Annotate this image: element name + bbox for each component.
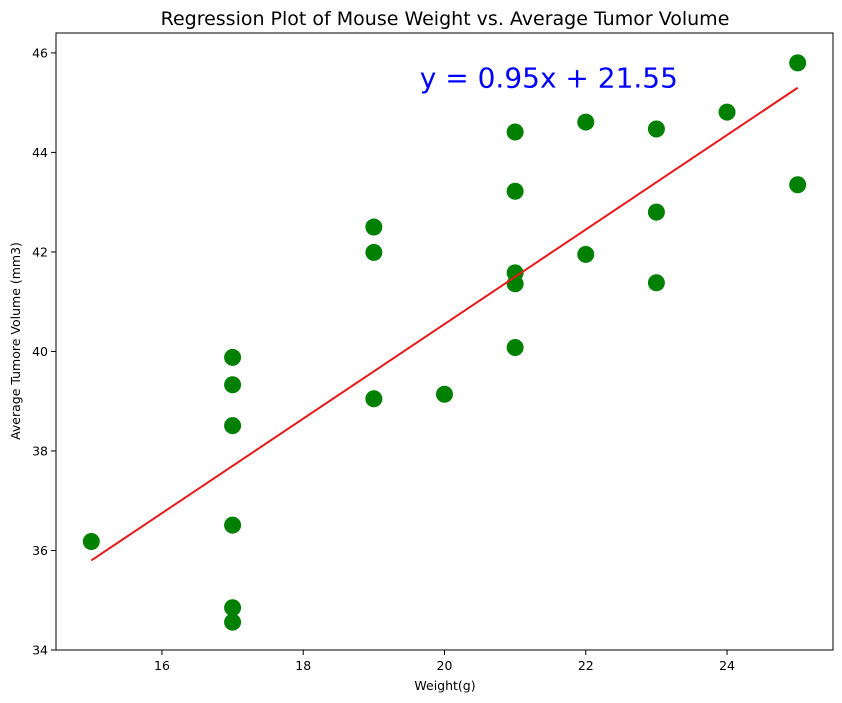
x-axis-label: Weight(g) bbox=[414, 678, 475, 693]
data-point bbox=[789, 54, 807, 72]
data-point bbox=[647, 274, 665, 292]
data-point bbox=[647, 120, 665, 138]
data-point bbox=[224, 376, 242, 394]
data-point bbox=[647, 203, 665, 221]
data-point bbox=[506, 123, 524, 141]
data-point bbox=[365, 243, 383, 261]
data-point bbox=[82, 533, 100, 551]
x-tick-label: 18 bbox=[295, 658, 311, 673]
y-tick-label: 38 bbox=[32, 443, 48, 458]
y-axis-label: Average Tumore Volume (mm3) bbox=[8, 242, 23, 440]
chart-title: Regression Plot of Mouse Weight vs. Aver… bbox=[161, 8, 730, 30]
x-tick-label: 24 bbox=[719, 658, 735, 673]
y-tick-label: 40 bbox=[32, 344, 48, 359]
x-axis: 16 18 20 22 24 bbox=[154, 650, 735, 673]
data-points bbox=[82, 54, 807, 631]
data-point bbox=[224, 348, 242, 366]
y-tick-label: 42 bbox=[32, 244, 48, 259]
data-point bbox=[506, 182, 524, 200]
data-point bbox=[789, 176, 807, 194]
data-point bbox=[224, 516, 242, 534]
data-point bbox=[506, 338, 524, 356]
data-point bbox=[365, 390, 383, 408]
y-tick-label: 44 bbox=[32, 145, 48, 160]
y-tick-label: 36 bbox=[32, 543, 48, 558]
data-point bbox=[224, 417, 242, 435]
x-tick-label: 16 bbox=[154, 658, 170, 673]
x-tick-label: 22 bbox=[578, 658, 594, 673]
y-axis: 34 36 38 40 42 44 46 bbox=[32, 45, 56, 658]
x-tick-label: 20 bbox=[437, 658, 453, 673]
regression-equation: y = 0.95x + 21.55 bbox=[420, 62, 678, 95]
y-tick-label: 34 bbox=[32, 643, 48, 658]
y-tick-label: 46 bbox=[32, 45, 48, 60]
data-point bbox=[365, 218, 383, 236]
data-point bbox=[577, 113, 595, 131]
data-point bbox=[577, 245, 595, 263]
data-point bbox=[224, 613, 242, 631]
plot-area bbox=[55, 32, 834, 651]
data-point bbox=[224, 599, 242, 617]
data-point bbox=[718, 103, 736, 121]
data-point bbox=[436, 385, 453, 403]
regression-line bbox=[90, 86, 799, 562]
